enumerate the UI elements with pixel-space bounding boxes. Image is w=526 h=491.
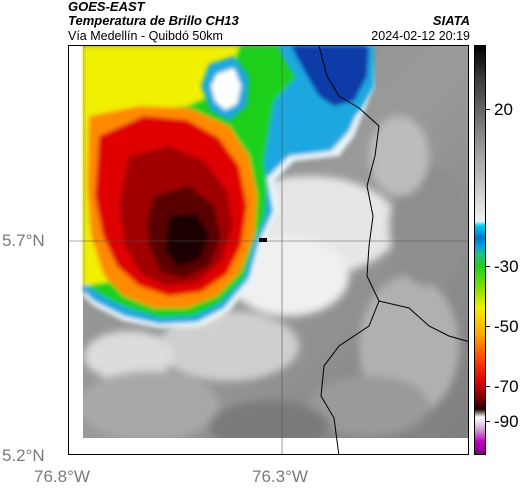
border-line: [318, 46, 380, 454]
area-subtitle: Vía Medellín - Quibdó 50km: [68, 29, 223, 43]
colorbar-label-minus30: -30: [494, 257, 519, 276]
latitude-label-5.2: 5.2°N: [2, 446, 45, 465]
colorbar-tick: [486, 386, 490, 387]
colorbar-label-minus50: -50: [494, 317, 519, 336]
colorbar-tick: [486, 266, 490, 267]
longitude-label-76.8: 76.8°W: [34, 467, 90, 486]
satellite-name: GOES-EAST: [68, 0, 145, 14]
organization-label: SIATA: [432, 13, 470, 28]
colorbar-tick: [486, 421, 490, 422]
product-title: Temperatura de Brillo CH13: [68, 13, 239, 28]
timestamp: 2024-02-12 20:19: [371, 29, 470, 43]
brightness-temperature-image: [69, 46, 468, 454]
colorbar-label-20: 20: [494, 100, 513, 119]
colorbar-label-minus90: -90: [494, 412, 519, 431]
colorbar-label-minus70: -70: [494, 377, 519, 396]
longitude-label-76.3: 76.3°W: [252, 467, 308, 486]
colorbar: [474, 45, 486, 455]
latitude-label-5.7: 5.7°N: [2, 231, 45, 250]
convective-cloud: [83, 46, 374, 328]
northern-cloud-cell: [201, 46, 374, 121]
colorbar-tick: [486, 326, 490, 327]
border-line-east: [378, 300, 468, 342]
satellite-map[interactable]: [68, 45, 469, 455]
route-marker: [259, 238, 267, 242]
colorbar-tick: [486, 109, 490, 110]
